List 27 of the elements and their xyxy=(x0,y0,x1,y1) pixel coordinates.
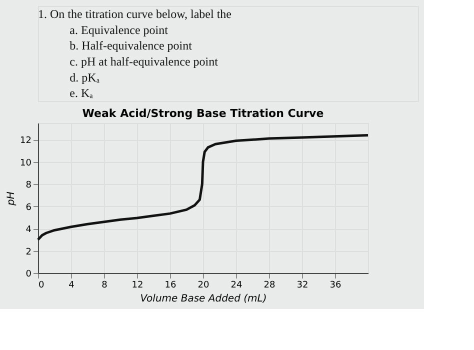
text: a. Equivalence point xyxy=(70,22,169,37)
x-tick-label: 0 xyxy=(38,280,44,290)
x-tick-label: 4 xyxy=(68,280,75,290)
text: e. Kₐ xyxy=(70,86,94,100)
x-tick-label: 28 xyxy=(264,280,276,290)
line-series xyxy=(36,134,370,241)
x-tick-label: 12 xyxy=(132,280,144,290)
text: 1. On the titration curve below, label the xyxy=(38,6,232,21)
chart-title: Weak Acid/Strong Base Titration Curve xyxy=(82,107,324,120)
y-tick-label: 12 xyxy=(20,136,32,146)
x-tick-label: 24 xyxy=(230,280,242,290)
y-tick-label: 8 xyxy=(26,180,32,191)
x-tick-label: 36 xyxy=(330,280,342,290)
y-tick-label: 2 xyxy=(26,247,32,258)
x-tick-label: 16 xyxy=(164,280,176,290)
y-axis-title: pH xyxy=(6,191,18,206)
y-tick-label: 4 xyxy=(26,225,32,236)
x-axis-title: Volume Base Added (mL) xyxy=(140,294,267,304)
y-tick-label: 10 xyxy=(20,158,32,168)
y-tick-label: 0 xyxy=(26,270,32,280)
text: d. pKₐ xyxy=(70,70,100,84)
text: c. pH at half-equivalence point xyxy=(70,54,219,68)
x-tick-label: 32 xyxy=(296,280,308,290)
x-tick-label: 20 xyxy=(198,280,210,290)
text: b. Half-equivalence point xyxy=(70,38,193,53)
x-tick-label: 8 xyxy=(102,280,108,290)
y-tick-label: 6 xyxy=(26,202,32,213)
